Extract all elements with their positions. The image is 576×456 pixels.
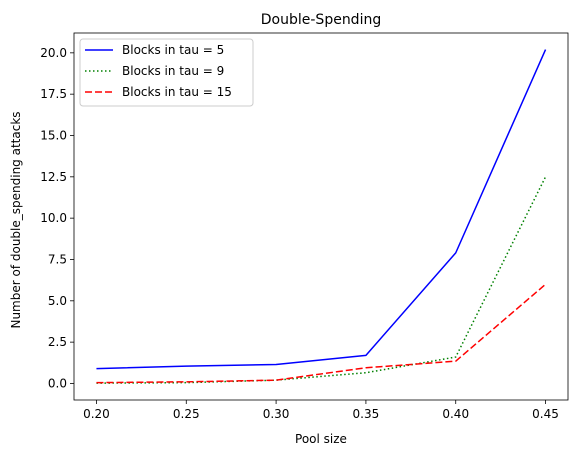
- y-tick-label: 15.0: [40, 128, 67, 142]
- y-tick-label: 2.5: [48, 335, 67, 349]
- legend-box: [79, 38, 254, 107]
- y-tick-label: 10.0: [40, 211, 67, 225]
- chart-title: Double-Spending: [261, 12, 381, 28]
- legend-label-2: Blocks in tau = 9: [122, 64, 224, 78]
- x-tick-label: 0.35: [353, 407, 380, 421]
- y-tick-label: 17.5: [40, 87, 67, 101]
- y-tick-label: 7.5: [48, 252, 67, 266]
- x-tick-label: 0.25: [173, 407, 200, 421]
- x-tick-label: 0.40: [442, 407, 469, 421]
- y-axis: 0.0 2.5 5.0 7.5 10.0 12.5 15.0 17.5 20.0: [40, 46, 74, 390]
- series-line-1: [96, 49, 547, 370]
- x-tick-label: 0.45: [532, 407, 559, 421]
- x-tick-label: 0.30: [263, 407, 290, 421]
- x-tick-label: 0.20: [83, 407, 110, 421]
- x-axis-label: Pool size: [295, 432, 347, 446]
- y-tick-label: 20.0: [40, 46, 67, 60]
- series-line-2: [96, 176, 547, 384]
- y-axis-label: Number of double_spending attacks: [9, 111, 23, 328]
- y-tick-label: 5.0: [48, 294, 67, 308]
- legend: Blocks in tau = 5 Blocks in tau = 9 Blocks…: [79, 38, 254, 107]
- plot-frame: [73, 32, 569, 401]
- series-line-3: [96, 283, 547, 384]
- series-layer: [96, 49, 547, 384]
- y-tick-label: 12.5: [40, 170, 67, 184]
- legend-label-1: Blocks in tau = 5: [122, 43, 224, 57]
- x-axis: 0.20 0.25 0.30 0.35 0.40 0.45: [83, 400, 559, 421]
- legend-label-3: Blocks in tau = 15: [122, 85, 232, 99]
- y-tick-label: 0.0: [48, 376, 67, 390]
